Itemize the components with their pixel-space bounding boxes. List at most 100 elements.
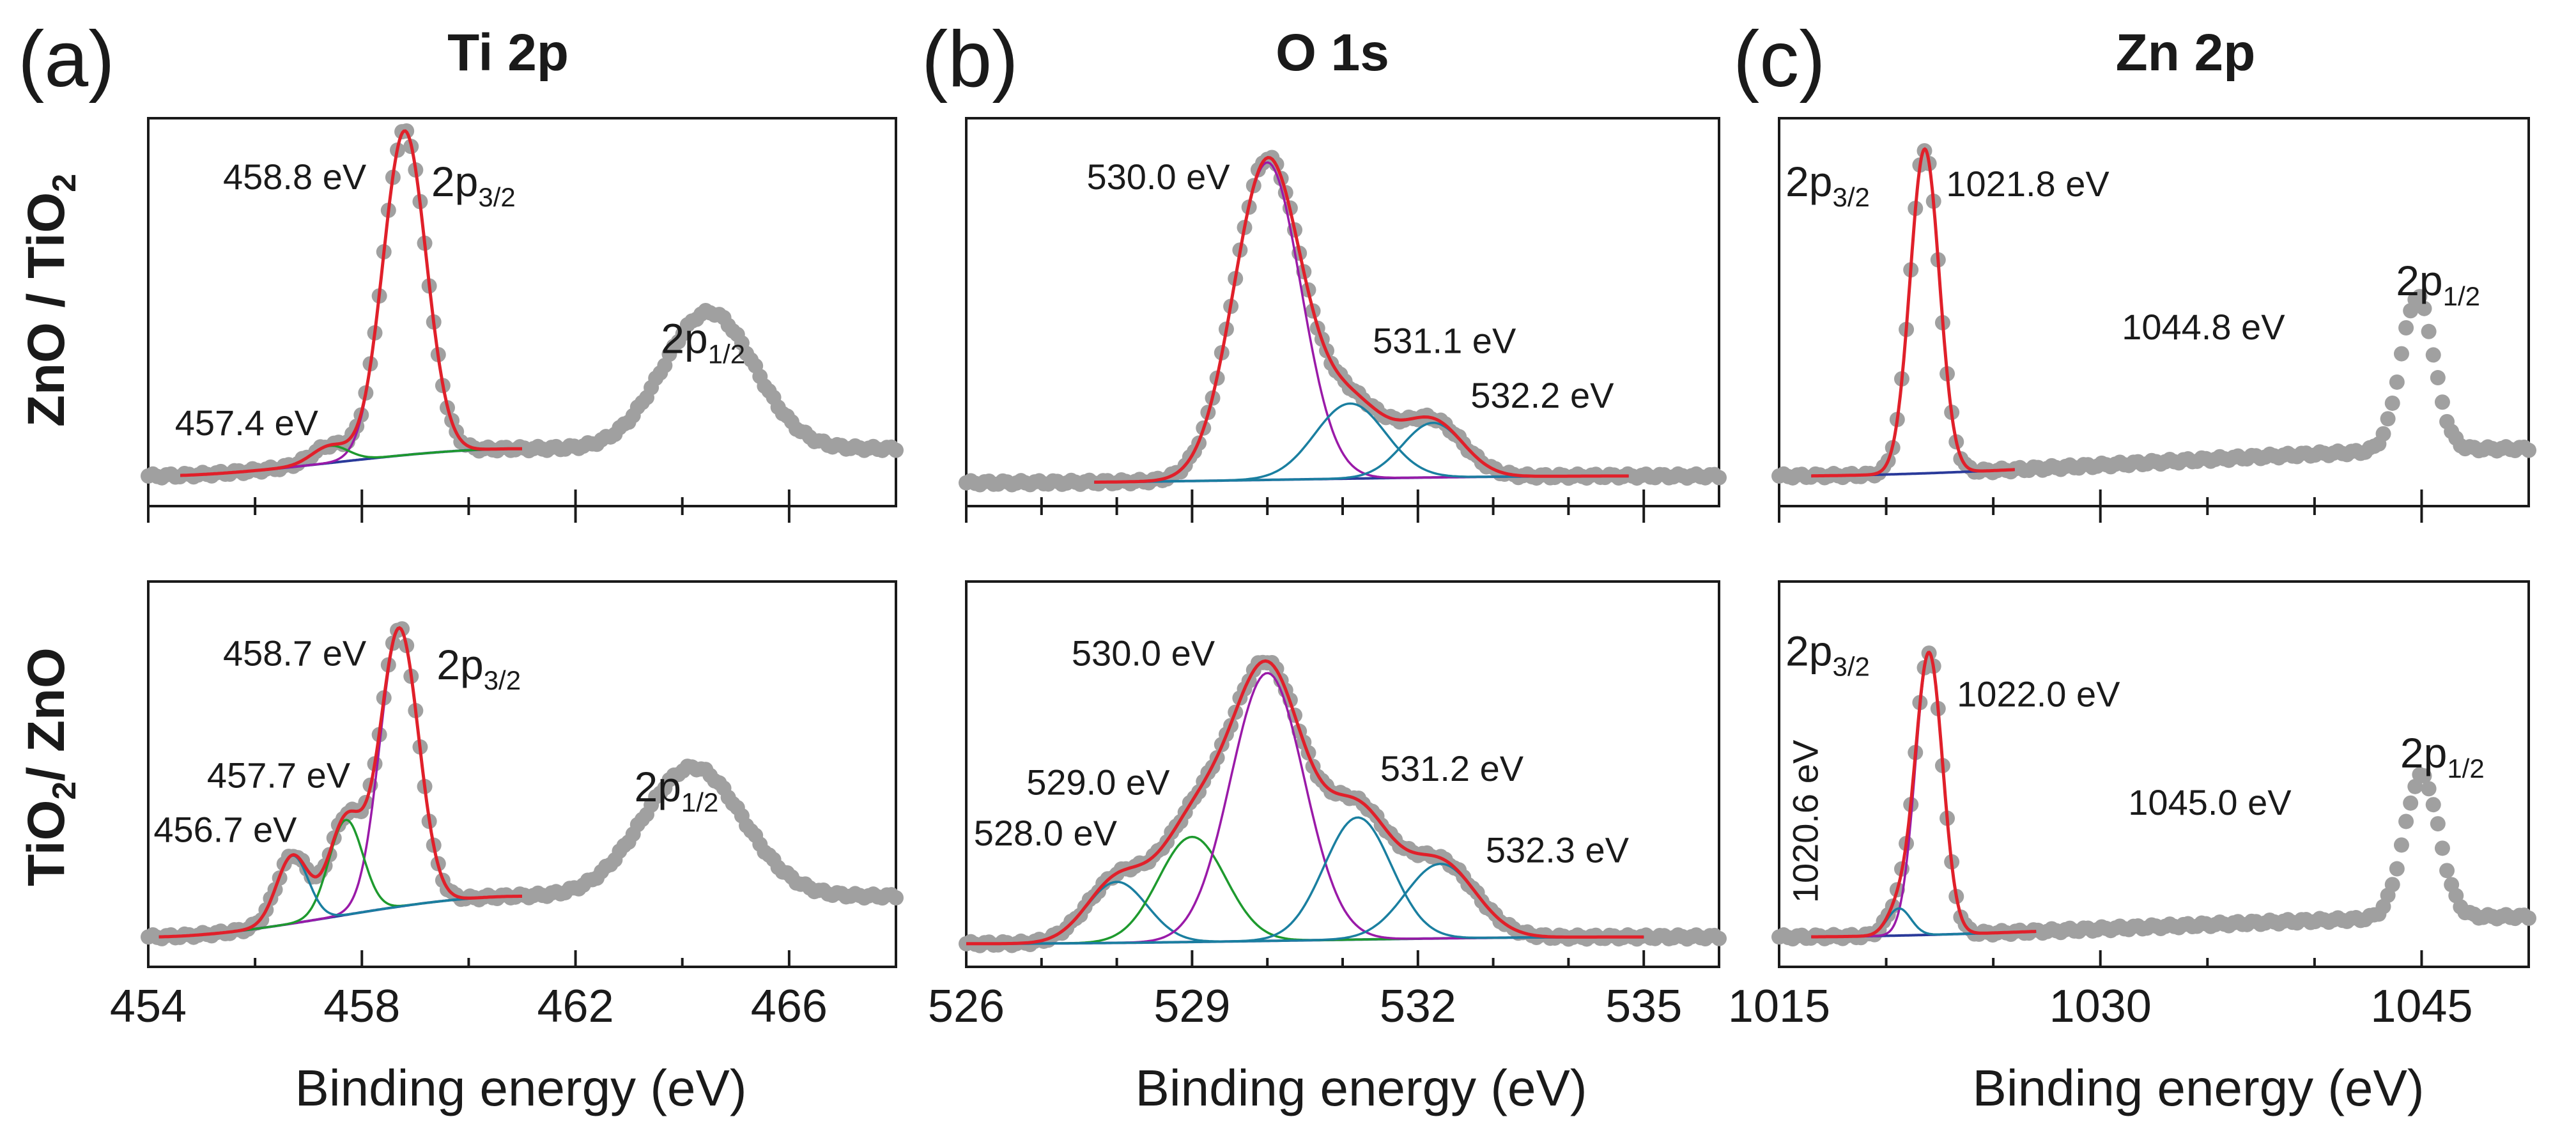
peak-label: 1045.0 eV [2128, 782, 2292, 822]
plot-frame [147, 117, 897, 507]
x-tick-label: 526 [928, 981, 1005, 1032]
orbital-label: 2p1/2 [635, 763, 719, 817]
x-tick-label: 466 [751, 981, 828, 1032]
row-label-zno-tio2-main: ZnO / TiO [17, 192, 75, 427]
orbital-subscript: 3/2 [484, 665, 521, 695]
x-axis-label-c: Binding energy (eV) [1972, 1060, 2424, 1116]
orbital-main: 2p [2396, 257, 2442, 304]
data-point [1711, 470, 1727, 486]
orbital-main: 2p [1785, 628, 1832, 675]
orbital-main: 2p [1785, 158, 1832, 205]
data-point [2430, 370, 2446, 386]
peak-label: 532.2 eV [1470, 375, 1614, 415]
data-point [2407, 778, 2423, 794]
data-point [888, 442, 904, 458]
data-point [2416, 768, 2432, 784]
data-point [1711, 930, 1727, 946]
orbital-label: 2p3/2 [1785, 628, 1870, 682]
peak-label: 531.1 eV [1373, 321, 1516, 361]
x-tick-label: 1030 [2049, 981, 2152, 1032]
orbital-subscript: 1/2 [681, 787, 718, 817]
raw-data-series [141, 123, 904, 486]
x-tick-label: 529 [1153, 981, 1230, 1032]
fit-component-530 [1094, 161, 1629, 484]
data-point [2384, 877, 2400, 893]
peak-label: 1022.0 eV [1957, 674, 2120, 714]
x-tick-label: 458 [323, 981, 400, 1032]
data-point [2421, 781, 2437, 797]
raw-data-series [1771, 645, 2536, 947]
panel-title-ti-2p: Ti 2p [447, 24, 569, 82]
data-point [2398, 320, 2414, 336]
peak-label: 531.2 eV [1380, 748, 1524, 789]
plot-frame [1778, 580, 2530, 968]
orbital-label: 2p1/2 [2396, 257, 2480, 311]
peak-label: 457.7 eV [207, 755, 351, 796]
panel-letter-c: (c) [1733, 15, 1826, 104]
plot-o1s-zno-tio2: 530.0 eV 531.1 eV 532.2 eV [959, 117, 1727, 507]
row-label-tio2-zno-tail: / ZnO [17, 647, 75, 782]
peak-label: 530.0 eV [1086, 157, 1230, 197]
plot-frame [965, 117, 1720, 507]
peak-label: 458.7 eV [223, 633, 367, 674]
x-axis-label-a: Binding energy (eV) [295, 1060, 746, 1116]
data-point [2380, 411, 2396, 427]
fit-envelope [966, 659, 1644, 946]
data-point [2393, 346, 2409, 362]
data-point [2430, 816, 2446, 832]
x-tick-label: 462 [537, 981, 614, 1032]
data-point [2398, 813, 2414, 829]
orbital-label: 2p3/2 [1785, 158, 1870, 212]
orbital-label: 2p3/2 [436, 641, 521, 695]
peak-label: 456.7 eV [153, 810, 297, 850]
peak-label: 530.0 eV [1072, 633, 1215, 674]
orbital-main: 2p [635, 763, 681, 810]
x-tick-label: 1045 [2370, 981, 2472, 1032]
orbital-subscript: 3/2 [478, 182, 515, 212]
x-tick-label: 454 [110, 981, 187, 1032]
data-point [2434, 394, 2450, 410]
peak-label: 1021.8 eV [1946, 164, 2109, 204]
panel-letter-a: (a) [18, 15, 115, 104]
orbital-subscript: 1/2 [2447, 753, 2484, 783]
row-label-zno-tio2-subscript: 2 [46, 174, 83, 192]
plot-zn2p-tio2-zno: 1022.0 eV 1045.0 eV 1020.6 eV 2p3/22p 1/2 [1771, 580, 2536, 968]
data-point [2389, 374, 2405, 390]
data-point [2393, 837, 2409, 853]
plot-frame [1778, 117, 2530, 507]
peak-label: 532.3 eV [1486, 829, 1630, 870]
data-point [2412, 289, 2428, 305]
peak-label: 529.0 eV [1026, 762, 1170, 802]
x-tick-labels-b: 526 529 532 535 [928, 506, 1682, 1032]
data-point [2434, 840, 2450, 856]
peak-label-vertical: 1020.6 eV [1785, 739, 1825, 903]
fit-envelope [1811, 147, 2015, 478]
peak-label: 528.0 eV [974, 813, 1118, 853]
data-point [2439, 863, 2455, 879]
x-tick-label: 535 [1605, 981, 1682, 1032]
data-point [2416, 300, 2432, 316]
data-point [2425, 347, 2441, 363]
orbital-subscript: 1/2 [708, 339, 745, 369]
x-tick-labels-c: 1015 1030 1045 [1728, 506, 2473, 1032]
orbital-label: 2p3/2 [431, 158, 516, 212]
row-label-tio2-zno-main: TiO [17, 800, 75, 886]
data-point [2425, 797, 2441, 813]
data-point [2521, 442, 2536, 458]
orbital-subscript: 3/2 [1832, 652, 1869, 682]
data-point [2403, 795, 2419, 811]
row-label-tio2-zno: TiO2/ ZnO [17, 647, 83, 886]
orbital-main: 2p [436, 641, 483, 688]
fit-envelope [158, 626, 522, 939]
data-point [2375, 426, 2391, 442]
fit-envelope [180, 129, 522, 477]
data-point [2521, 910, 2536, 926]
row-label-zno-tio2: ZnO / TiO2 [17, 174, 83, 427]
data-point [2384, 395, 2400, 411]
data-point [888, 890, 904, 906]
orbital-subscript: 1/2 [2443, 281, 2480, 311]
